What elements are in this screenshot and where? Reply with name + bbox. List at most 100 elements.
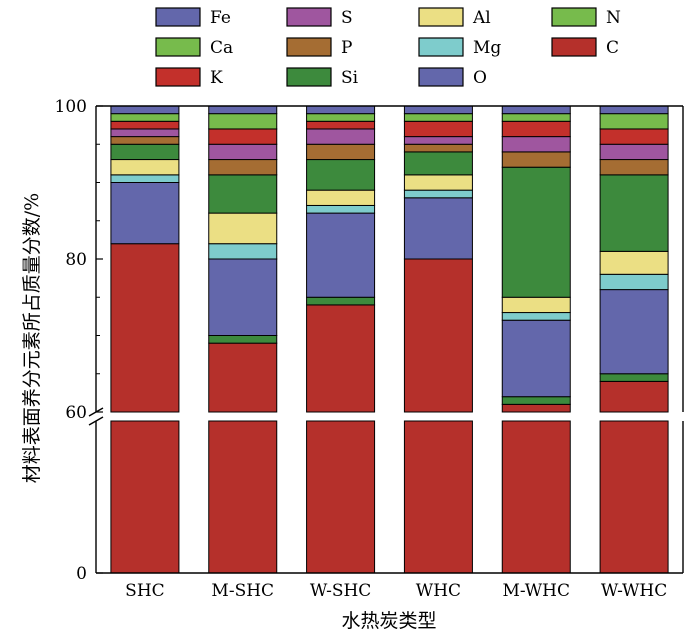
legend-swatch-k [155, 67, 201, 87]
legend-swatch-si [286, 67, 332, 87]
legend-label-n: N [606, 8, 621, 28]
x-tick-label-m-whc: M-WHC [502, 581, 570, 601]
x-axis-label: 水热炭类型 [341, 610, 436, 632]
bar-segment-shc-al [110, 159, 180, 176]
legend-label-p: P [341, 38, 352, 58]
legend-swatch-n [551, 7, 597, 27]
bar-segment-shc-c [110, 243, 180, 413]
bar-segment-w-shc-fe [306, 105, 376, 115]
bar-segment-shc-c [110, 420, 180, 574]
bar-segment-w-shc-ca [306, 113, 376, 122]
legend-label-mg: Mg [473, 38, 501, 58]
legend: Fe S Al N Ca P Mg C K Si O [155, 7, 621, 88]
bar-segment-whc-o [403, 197, 473, 260]
bar-segment-m-shc-p [208, 159, 278, 176]
bar-segment-w-whc-c [599, 380, 669, 413]
bar-segment-w-shc-c [306, 420, 376, 574]
legend-swatch-c [551, 37, 597, 57]
bar-segment-w-shc-k [306, 120, 376, 130]
bar-segment-m-shc-k [208, 128, 278, 145]
bar-segment-m-shc-c [208, 420, 278, 574]
bar-segment-m-shc-ca [208, 113, 278, 130]
bar-segment-w-whc-ca [599, 113, 669, 130]
bar-segment-m-whc-c [501, 420, 571, 574]
bar-segment-w-shc-al [306, 189, 376, 206]
legend-swatch-fe [155, 7, 201, 27]
bar-segment-m-shc-al [208, 212, 278, 245]
bar-segment-m-whc-o [501, 319, 571, 398]
bar-segment-m-whc-si [501, 396, 571, 405]
legend-swatch-al [418, 7, 464, 27]
legend-label-al: Al [472, 8, 491, 28]
x-tick-label-m-shc: M-SHC [211, 581, 274, 601]
legend-swatch-mg [418, 37, 464, 57]
legend-label-fe: Fe [210, 8, 231, 28]
bar-segment-m-whc-s [501, 136, 571, 153]
bar-segment-m-shc-fe [208, 105, 278, 115]
bar-segment-whc-k [403, 120, 473, 138]
bar-segment-m-whc-mg [501, 312, 571, 321]
legend-label-si: Si [341, 68, 359, 88]
bar-segment-shc-ca [110, 113, 180, 122]
bar-segment-w-shc-o [306, 212, 376, 298]
bar-segment-m-shc-si [208, 174, 278, 214]
bar-segment-m-shc-c [208, 342, 278, 413]
bar-segment-whc-p [403, 143, 473, 153]
bar-segment-w-shc-s [306, 128, 376, 145]
bar-segment-whc-s [403, 136, 473, 145]
bar-segment-shc-o [110, 182, 180, 245]
bars: SHC M-SHC W-SHC WHC M-WHC W-WHC [110, 105, 669, 601]
bar-segment-whc-al [403, 174, 473, 191]
bar-segment-m-shc-si [208, 335, 278, 344]
legend-label-c: C [606, 38, 619, 58]
bar-segment-w-whc-p [599, 159, 669, 176]
bar-segment-m-whc-ca [501, 113, 571, 122]
x-tick-label-w-shc: W-SHC [310, 581, 371, 601]
x-tick-label-shc: SHC [125, 581, 164, 601]
legend-label-s: S [341, 8, 353, 28]
bar-segment-m-shc-o [208, 258, 278, 336]
legend-swatch-ca [155, 37, 201, 57]
y-tick-label: 100 [55, 97, 87, 117]
x-tick-label-w-whc: W-WHC [601, 581, 667, 601]
x-tick-label-whc: WHC [416, 581, 461, 601]
bar-segment-whc-si [403, 151, 473, 176]
axis-break-mark [88, 416, 104, 426]
bar-segment-whc-fe [403, 105, 473, 115]
bar-segment-shc-si [110, 143, 180, 161]
bar-segment-w-shc-p [306, 143, 376, 161]
bar-segment-m-whc-si [501, 166, 571, 298]
legend-swatch-p [286, 37, 332, 57]
legend-swatch-o [418, 67, 464, 87]
bar-segment-w-whc-o [599, 289, 669, 375]
bar-segment-shc-s [110, 128, 180, 138]
y-tick-label: 60 [65, 403, 87, 423]
bar-segment-m-whc-fe [501, 105, 571, 115]
bar-segment-w-whc-si [599, 174, 669, 252]
legend-label-ca: Ca [210, 38, 233, 58]
bar-segment-m-whc-p [501, 151, 571, 168]
bar-segment-whc-c [403, 420, 473, 574]
bar-segment-m-whc-al [501, 296, 571, 314]
axes: 0 60 80 100 [55, 97, 684, 584]
legend-label-k: K [210, 68, 223, 88]
bar-segment-w-whc-mg [599, 273, 669, 291]
bar-segment-w-shc-si [306, 296, 376, 306]
legend-label-o: O [473, 68, 487, 88]
bar-segment-w-shc-mg [306, 204, 376, 214]
bar-segment-w-shc-si [306, 159, 376, 191]
y-tick-label: 0 [76, 564, 87, 584]
bar-segment-shc-fe [110, 105, 180, 115]
bar-segment-m-shc-s [208, 143, 278, 161]
bar-segment-w-whc-fe [599, 105, 669, 115]
bar-segment-w-whc-s [599, 143, 669, 161]
bar-segment-m-whc-c [501, 403, 571, 413]
bar-segment-whc-mg [403, 189, 473, 199]
legend-swatch-s [286, 7, 332, 27]
bar-segment-shc-p [110, 136, 180, 145]
y-tick-label: 80 [65, 250, 87, 270]
bar-segment-shc-mg [110, 174, 180, 184]
bar-segment-whc-c [403, 258, 473, 413]
bar-segment-w-whc-si [599, 373, 669, 382]
